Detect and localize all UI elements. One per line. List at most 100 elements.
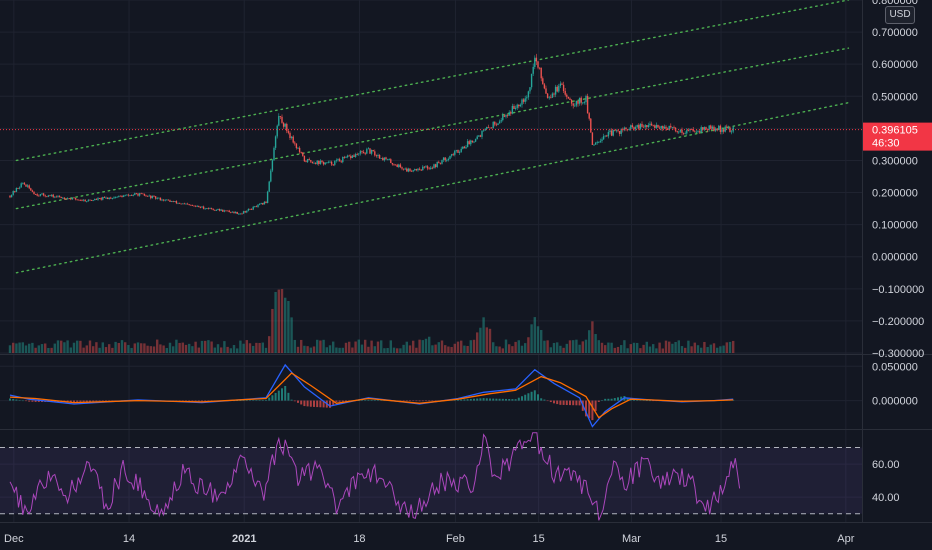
candle-body[interactable]: [610, 130, 613, 136]
candle-body[interactable]: [572, 103, 574, 106]
candle-body[interactable]: [666, 128, 669, 130]
candle-body[interactable]: [244, 211, 246, 213]
candle-body[interactable]: [686, 130, 688, 134]
candle-body[interactable]: [385, 157, 387, 160]
candle-body[interactable]: [476, 136, 478, 140]
candle-body[interactable]: [492, 121, 494, 129]
candle-body[interactable]: [481, 130, 483, 137]
candle-body[interactable]: [391, 163, 394, 165]
candle-body[interactable]: [140, 193, 142, 195]
candle-body[interactable]: [330, 161, 333, 165]
candle-body[interactable]: [278, 116, 280, 126]
candle-body[interactable]: [28, 185, 30, 189]
candle-body[interactable]: [335, 160, 338, 162]
candle-body[interactable]: [150, 195, 152, 199]
candle-body[interactable]: [446, 160, 448, 161]
candle-body[interactable]: [108, 197, 110, 200]
candle-body[interactable]: [396, 164, 398, 168]
candle-body[interactable]: [609, 130, 611, 133]
candle-body[interactable]: [326, 162, 328, 164]
candle-body[interactable]: [78, 199, 80, 201]
candle-body[interactable]: [607, 132, 610, 137]
candle-body[interactable]: [649, 123, 651, 126]
candle-body[interactable]: [306, 159, 309, 163]
candle-body[interactable]: [305, 161, 307, 163]
candle-body[interactable]: [394, 164, 397, 166]
candle-body[interactable]: [498, 121, 501, 124]
candle-body[interactable]: [426, 166, 429, 169]
candle-body[interactable]: [90, 200, 93, 201]
candle-body[interactable]: [545, 88, 547, 94]
candle-body[interactable]: [57, 196, 59, 197]
candle-body[interactable]: [606, 135, 608, 137]
candle-body[interactable]: [714, 128, 717, 131]
candle-body[interactable]: [300, 152, 302, 153]
candle-body[interactable]: [31, 190, 34, 192]
candle-body[interactable]: [662, 125, 664, 129]
candle-body[interactable]: [378, 155, 381, 159]
candle-body[interactable]: [154, 196, 157, 199]
candle-body[interactable]: [266, 191, 269, 204]
candle-body[interactable]: [670, 125, 672, 128]
candle-body[interactable]: [540, 67, 542, 79]
candle-body[interactable]: [94, 198, 96, 201]
candle-body[interactable]: [199, 207, 202, 208]
candle-body[interactable]: [62, 197, 64, 199]
channel-line[interactable]: [15, 101, 850, 274]
candle-body[interactable]: [9, 195, 11, 198]
candle-body[interactable]: [58, 196, 61, 197]
candle-body[interactable]: [362, 151, 365, 154]
candle-body[interactable]: [679, 129, 682, 132]
candle-body[interactable]: [508, 112, 510, 116]
candle-body[interactable]: [367, 148, 370, 150]
candle-body[interactable]: [233, 211, 235, 214]
candle-body[interactable]: [580, 97, 582, 103]
candle-body[interactable]: [726, 126, 728, 128]
candle-body[interactable]: [265, 201, 267, 204]
candle-body[interactable]: [676, 131, 678, 133]
candle-body[interactable]: [70, 198, 72, 200]
candle-body[interactable]: [406, 168, 408, 172]
candle-body[interactable]: [585, 95, 587, 103]
candle-body[interactable]: [286, 123, 288, 132]
candle-body[interactable]: [724, 126, 726, 132]
candle-body[interactable]: [226, 210, 229, 212]
candle-body[interactable]: [412, 170, 414, 172]
candle-body[interactable]: [92, 200, 94, 202]
candle-body[interactable]: [254, 206, 256, 208]
candle-body[interactable]: [690, 128, 693, 130]
candle-body[interactable]: [103, 197, 106, 198]
candle-body[interactable]: [276, 125, 278, 137]
candle-body[interactable]: [177, 202, 179, 204]
candle-body[interactable]: [345, 157, 347, 158]
candle-body[interactable]: [97, 198, 99, 200]
candle-body[interactable]: [614, 129, 616, 131]
candle-body[interactable]: [438, 161, 440, 163]
candle-body[interactable]: [711, 126, 714, 129]
candle-body[interactable]: [730, 131, 733, 133]
candle-body[interactable]: [510, 112, 512, 114]
candle-body[interactable]: [145, 195, 147, 197]
candle-body[interactable]: [124, 195, 126, 197]
candle-body[interactable]: [185, 203, 187, 205]
candle-body[interactable]: [359, 151, 362, 154]
candle-body[interactable]: [36, 194, 38, 196]
candle-body[interactable]: [170, 201, 173, 203]
candle-body[interactable]: [302, 152, 304, 156]
candle-body[interactable]: [207, 208, 210, 210]
candle-body[interactable]: [447, 158, 450, 161]
candle-body[interactable]: [294, 142, 296, 144]
candle-body[interactable]: [441, 160, 443, 164]
candle-body[interactable]: [594, 142, 597, 145]
candle-body[interactable]: [81, 200, 83, 202]
candle-body[interactable]: [239, 213, 242, 215]
candle-body[interactable]: [73, 197, 75, 199]
candle-body[interactable]: [727, 127, 730, 129]
candle-body[interactable]: [559, 83, 562, 86]
candle-body[interactable]: [350, 156, 352, 159]
candle-body[interactable]: [372, 149, 374, 152]
candle-body[interactable]: [604, 135, 606, 137]
candle-body[interactable]: [564, 90, 566, 95]
candle-body[interactable]: [442, 157, 445, 161]
